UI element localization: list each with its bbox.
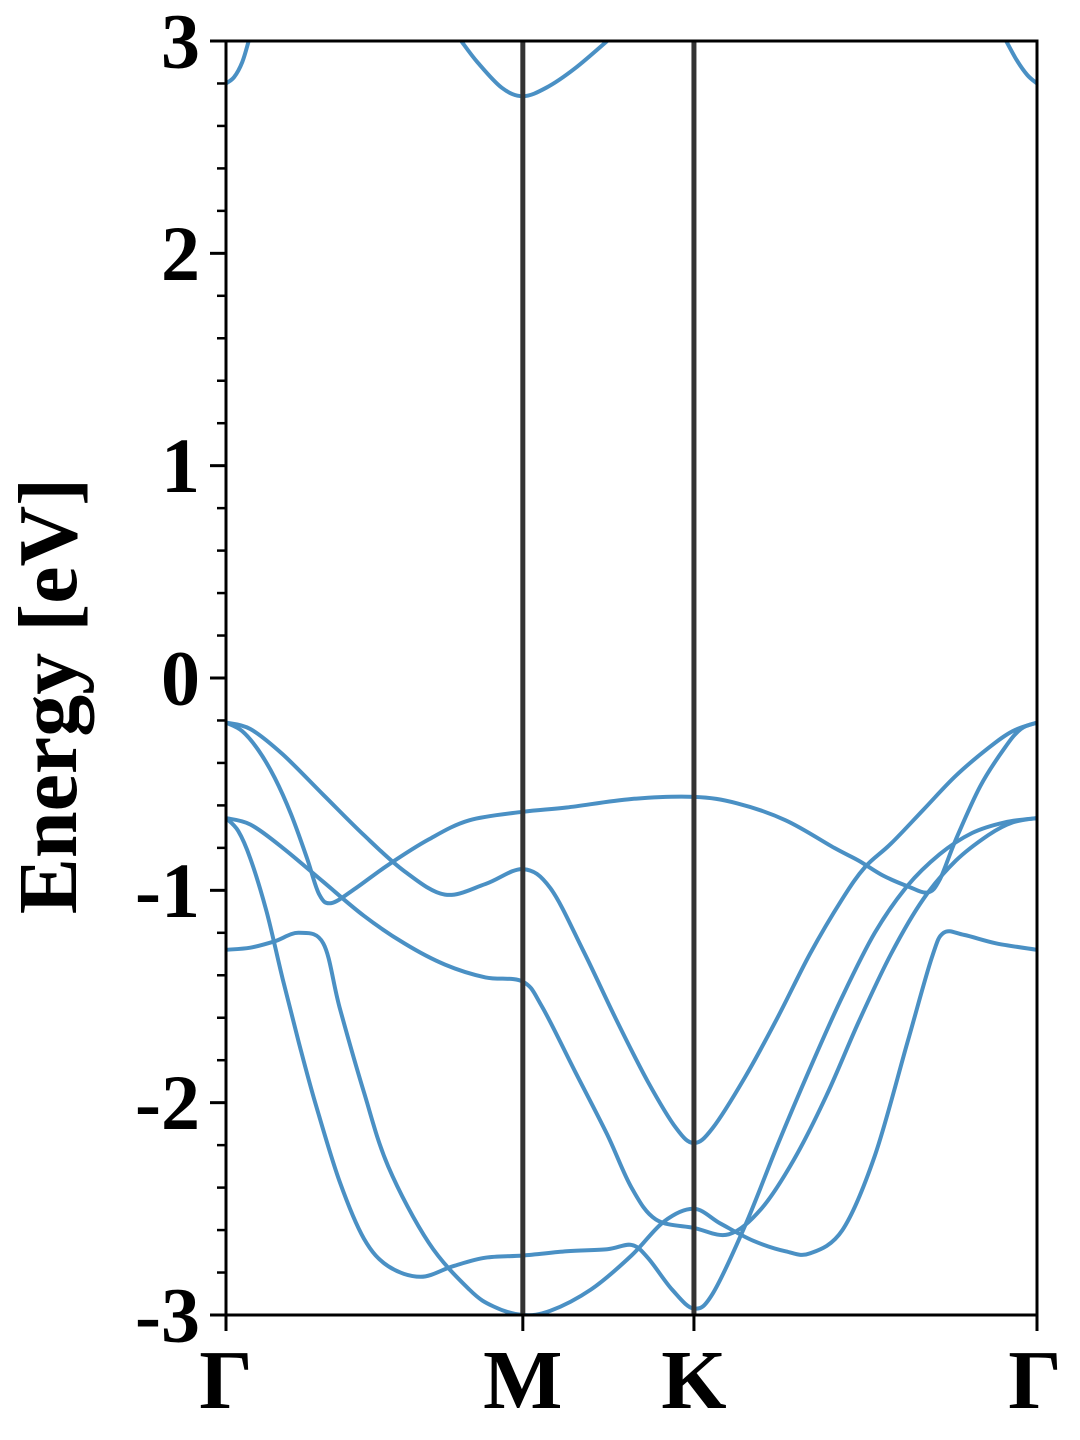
- y-tick-label: -2: [135, 1059, 200, 1146]
- x-tick-label: Γ: [1008, 1334, 1061, 1427]
- y-tick-label: -1: [135, 847, 200, 934]
- x-tick-label: K: [661, 1334, 726, 1427]
- band-line-8: [226, 929, 1037, 1315]
- band-line-7: [226, 816, 1037, 1311]
- high-symmetry-dividers: [224, 41, 1039, 1315]
- y-tick-label: 2: [161, 210, 200, 297]
- band-line-4: [226, 720, 1037, 1145]
- y-tick-label: 3: [161, 0, 200, 85]
- axis-ticks: [210, 39, 1039, 1331]
- band-line-1: [226, 41, 251, 86]
- y-axis-label: Energy [eV]: [2, 478, 95, 914]
- band-line-6: [226, 816, 1037, 1238]
- x-tick-label: M: [483, 1334, 562, 1427]
- y-tick-labels: 3 2 1 0 -1 -2 -3: [135, 0, 200, 1359]
- band-lines: [226, 41, 1037, 1315]
- y-tick-label: -3: [135, 1272, 200, 1359]
- y-tick-label: 1: [161, 422, 200, 509]
- x-tick-label: Γ: [199, 1334, 252, 1427]
- y-tick-label: 0: [161, 635, 200, 722]
- band-line-2: [459, 41, 610, 99]
- plot-frame: [224, 39, 1039, 1317]
- band-line-3: [1004, 41, 1037, 86]
